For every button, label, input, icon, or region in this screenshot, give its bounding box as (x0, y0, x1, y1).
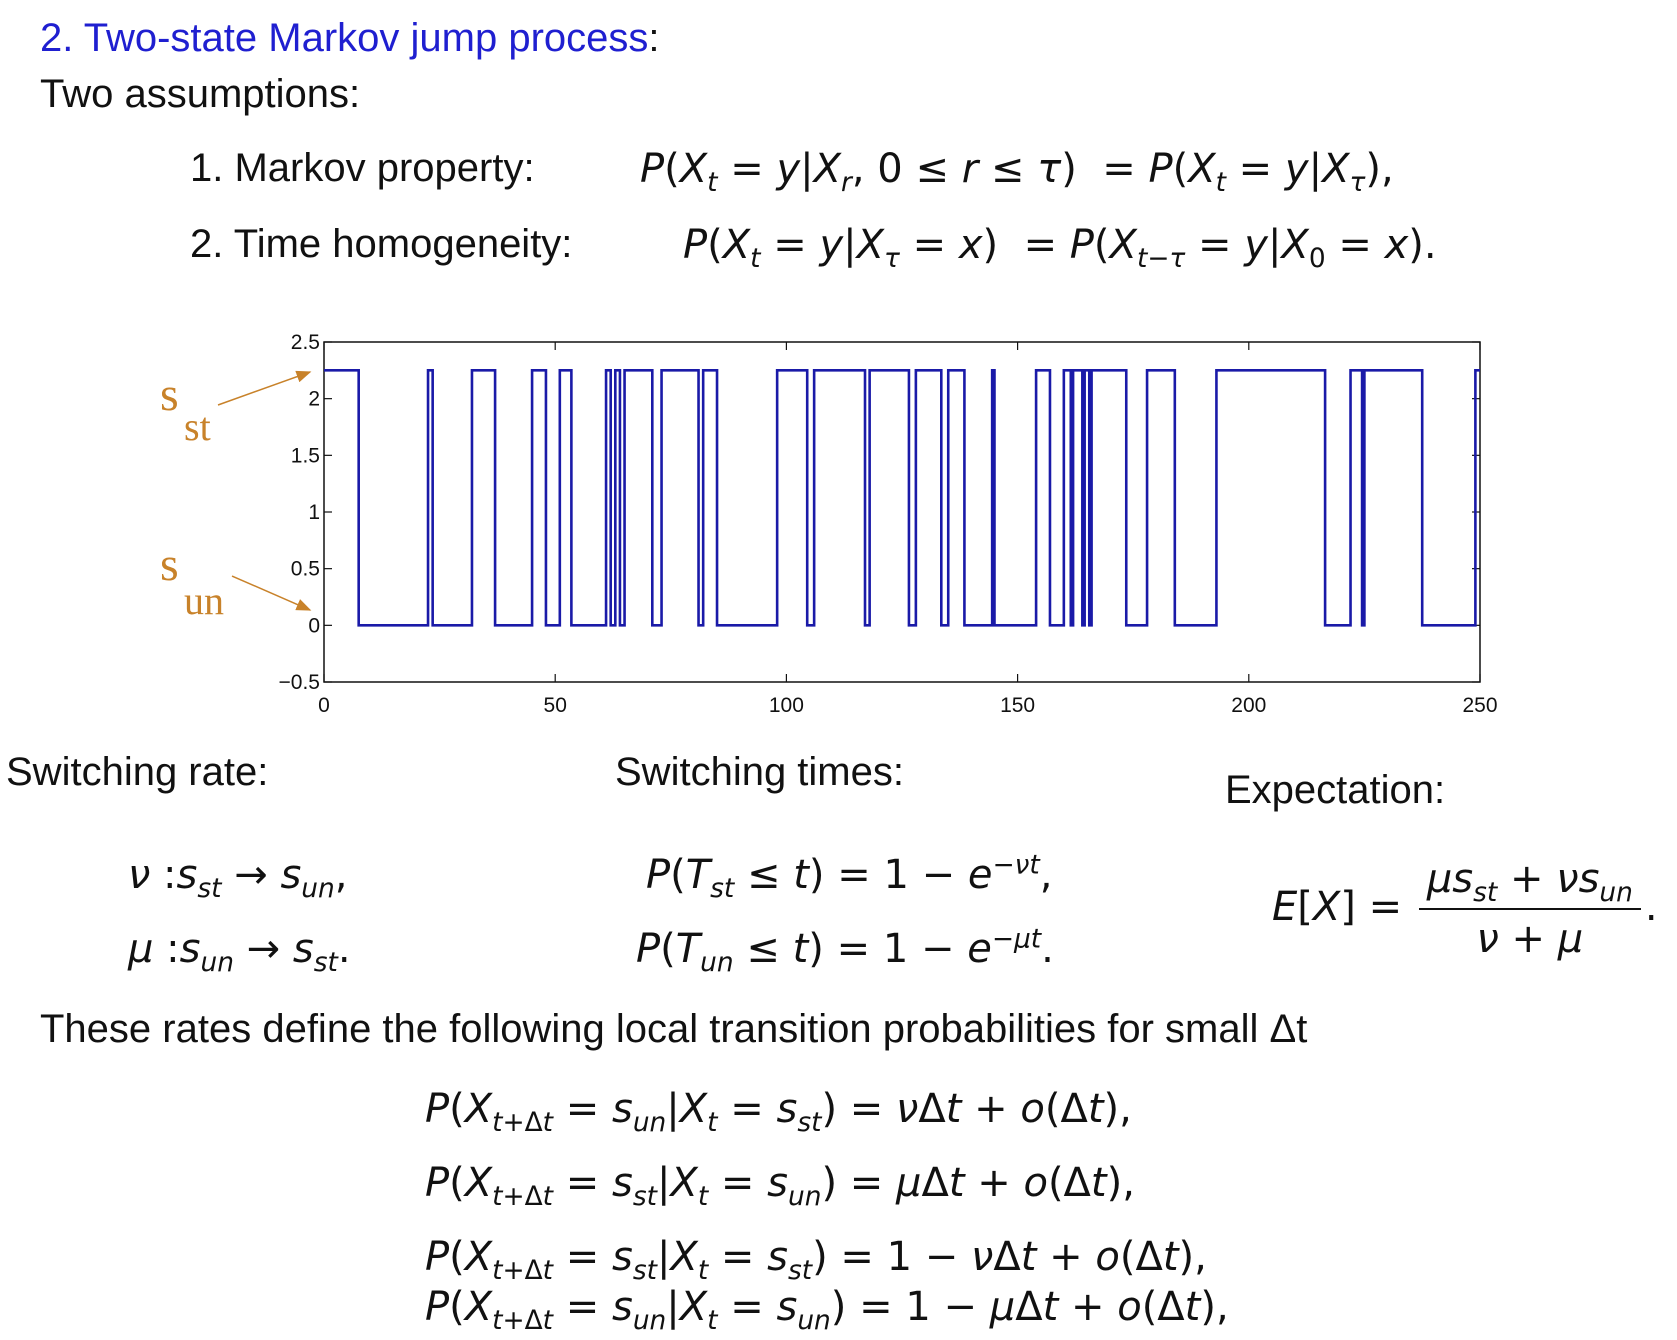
rate-mu-equation: μ :sun → sst. (128, 926, 351, 978)
y-tick-label: 0 (308, 614, 320, 637)
state-un-arrow (231, 575, 312, 611)
x-tick-label: 50 (544, 694, 567, 717)
y-tick-label: −0.5 (279, 671, 320, 694)
x-tick-label: 0 (318, 694, 330, 717)
svg-text:st: st (184, 404, 211, 449)
x-tick-label: 250 (1462, 694, 1497, 717)
axis-ticks: 0 50 100 150 200 250−0.500.511.522.5 (279, 331, 1498, 717)
switching-time-st-equation: P(Tst ≤ t) = 1 − e−νt, (646, 849, 1053, 904)
switching-time-un-equation: P(Tun ≤ t) = 1 − e−μt. (636, 923, 1054, 978)
transition-prob-st-un: P(Xt+Δt = sun|Xt = sst) = νΔt + o(Δt), (425, 1086, 1132, 1138)
x-tick-label: 150 (1000, 694, 1035, 717)
y-tick-label: 0.5 (291, 558, 320, 581)
transition-prob-un-un: P(Xt+Δt = sun|Xt = sun) = 1 − μΔt + o(Δt… (425, 1284, 1229, 1336)
rate-nu-equation: ν :sst → sun, (128, 852, 348, 904)
expectation-fraction: μsst + νsun ν + μ (1418, 856, 1641, 962)
page-title: 2. Two-state Markov jump process: (40, 16, 660, 61)
time-homogeneity-equation: P(Xt = y|Xτ = x) = P(Xt−τ = y|X0 = x). (683, 222, 1437, 274)
svg-text:s: s (160, 538, 179, 591)
y-tick-label: 2.5 (291, 331, 320, 354)
markov-property-equation: P(Xt = y|Xr, 0 ≤ r ≤ τ) = P(Xt = y|Xτ), (640, 146, 1394, 198)
y-tick-label: 1 (308, 501, 320, 524)
trace-layer (324, 369, 1480, 627)
heading-colon: : (648, 16, 660, 60)
expectation-heading: Expectation: (1225, 768, 1446, 812)
assumption-markov-label: 1. Markov property: (190, 146, 535, 190)
series-line (324, 369, 1480, 627)
transition-prob-un-st: P(Xt+Δt = sst|Xt = sun) = μΔt + o(Δt), (425, 1160, 1135, 1212)
switching-rate-heading: Switching rate: (6, 750, 269, 794)
transition-intro: These rates define the following local t… (40, 1007, 1308, 1051)
svg-text:un: un (184, 578, 224, 623)
switching-times-heading: Switching times: (615, 750, 904, 794)
y-tick-label: 2 (308, 388, 320, 411)
markov-trace-plot: 0 50 100 150 200 250−0.500.511.522.5 s st s u… (160, 331, 1498, 717)
svg-text:s: s (160, 368, 179, 421)
assumptions-intro: Two assumptions: (40, 72, 361, 116)
heading-title: Two-state Markov jump process (83, 16, 649, 60)
heading-number: 2. (40, 16, 74, 60)
assumption-homogeneity-label: 2. Time homogeneity: (190, 222, 573, 266)
expectation-equation: E[X] = μsst + νsun ν + μ . (1272, 856, 1658, 962)
state-label-un: s un (160, 538, 312, 623)
transition-prob-st-st: P(Xt+Δt = sst|Xt = sst) = 1 − νΔt + o(Δt… (425, 1234, 1207, 1286)
plot-frame (323, 341, 1481, 683)
state-label-st: s st (160, 368, 312, 449)
state-st-arrow (217, 370, 312, 406)
x-tick-label: 200 (1231, 694, 1266, 717)
y-tick-label: 1.5 (291, 444, 320, 467)
x-tick-label: 100 (769, 694, 804, 717)
